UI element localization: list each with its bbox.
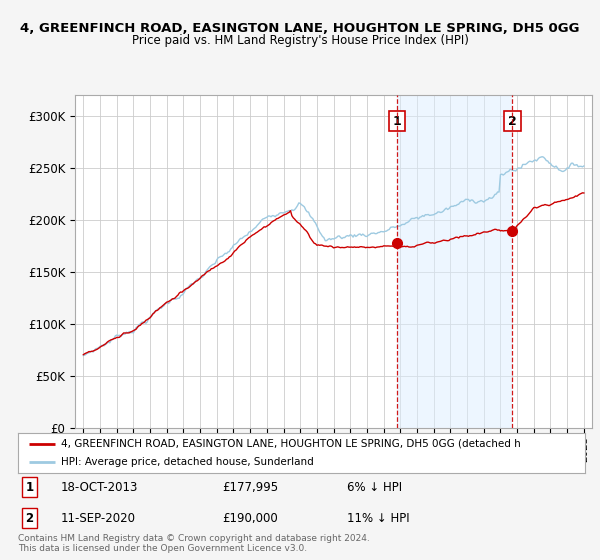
- Text: £190,000: £190,000: [222, 512, 278, 525]
- Text: Contains HM Land Registry data © Crown copyright and database right 2024.
This d: Contains HM Land Registry data © Crown c…: [18, 534, 370, 553]
- Text: 1: 1: [25, 480, 34, 494]
- Text: 4, GREENFINCH ROAD, EASINGTON LANE, HOUGHTON LE SPRING, DH5 0GG (detached h: 4, GREENFINCH ROAD, EASINGTON LANE, HOUG…: [61, 439, 520, 449]
- Text: HPI: Average price, detached house, Sunderland: HPI: Average price, detached house, Sund…: [61, 458, 313, 467]
- Text: 6% ↓ HPI: 6% ↓ HPI: [347, 480, 402, 494]
- Text: Price paid vs. HM Land Registry's House Price Index (HPI): Price paid vs. HM Land Registry's House …: [131, 34, 469, 46]
- Bar: [397, 95, 512, 428]
- Text: 11-SEP-2020: 11-SEP-2020: [61, 512, 136, 525]
- Text: 11% ↓ HPI: 11% ↓ HPI: [347, 512, 409, 525]
- Text: 18-OCT-2013: 18-OCT-2013: [61, 480, 138, 494]
- Text: 2: 2: [25, 512, 34, 525]
- Text: 2: 2: [508, 115, 517, 128]
- Text: 1: 1: [392, 115, 401, 128]
- Text: £177,995: £177,995: [222, 480, 278, 494]
- Text: 4, GREENFINCH ROAD, EASINGTON LANE, HOUGHTON LE SPRING, DH5 0GG: 4, GREENFINCH ROAD, EASINGTON LANE, HOUG…: [20, 22, 580, 35]
